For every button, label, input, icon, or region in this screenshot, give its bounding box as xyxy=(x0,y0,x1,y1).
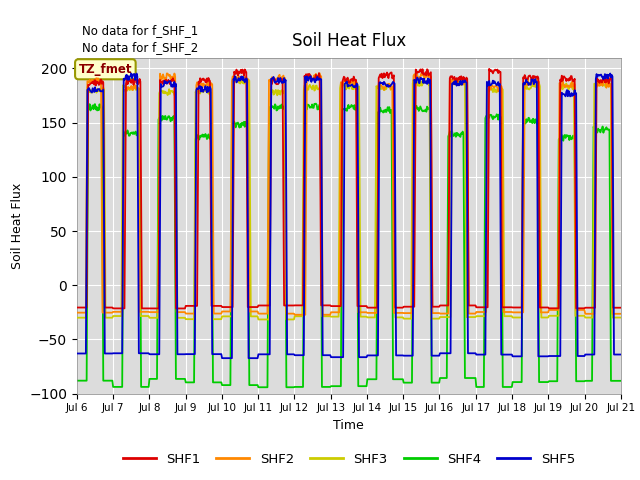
SHF1 xyxy=(83,305,90,311)
SHF1 xyxy=(431,304,439,310)
Line: SHF5: SHF5 xyxy=(77,73,621,358)
Line: SHF2: SHF2 xyxy=(77,73,621,315)
SHF5 xyxy=(617,352,625,358)
SHF4 xyxy=(312,101,320,107)
SHF5 xyxy=(417,75,424,81)
SHF1 xyxy=(195,79,202,84)
Title: Soil Heat Flux: Soil Heat Flux xyxy=(292,33,406,50)
SHF2 xyxy=(417,75,424,81)
SHF5 xyxy=(433,353,440,359)
SHF1 xyxy=(485,66,493,72)
SHF2 xyxy=(617,311,625,317)
SHF4 xyxy=(417,104,424,109)
SHF3 xyxy=(139,313,147,319)
SHF2 xyxy=(433,310,440,316)
SHF3 xyxy=(417,82,424,87)
Text: TZ_fmet: TZ_fmet xyxy=(79,63,132,76)
SHF3 xyxy=(617,315,625,321)
SHF3 xyxy=(83,201,90,206)
SHF3 xyxy=(255,317,262,323)
Line: SHF3: SHF3 xyxy=(77,78,621,320)
SHF1 xyxy=(73,305,81,311)
SHF3 xyxy=(232,75,239,81)
SHF4 xyxy=(139,384,147,390)
SHF4 xyxy=(433,380,440,385)
SHF2 xyxy=(194,80,202,86)
X-axis label: Time: Time xyxy=(333,419,364,432)
SHF4 xyxy=(223,382,230,388)
Y-axis label: Soil Heat Flux: Soil Heat Flux xyxy=(10,182,24,269)
SHF2 xyxy=(316,71,323,76)
SHF1 xyxy=(145,306,153,312)
SHF1 xyxy=(416,69,424,75)
SHF1 xyxy=(139,305,147,311)
SHF5 xyxy=(224,355,232,361)
SHF5 xyxy=(140,350,147,356)
SHF5 xyxy=(218,355,226,361)
SHF5 xyxy=(127,71,135,76)
SHF3 xyxy=(223,313,230,319)
SHF3 xyxy=(433,316,440,322)
SHF2 xyxy=(291,312,298,318)
Line: SHF4: SHF4 xyxy=(77,104,621,387)
SHF2 xyxy=(223,309,230,314)
SHF2 xyxy=(139,309,147,315)
Text: No data for f_SHF_2: No data for f_SHF_2 xyxy=(82,41,198,54)
SHF4 xyxy=(194,132,202,138)
SHF4 xyxy=(255,384,262,390)
SHF1 xyxy=(223,304,231,310)
SHF2 xyxy=(83,194,90,200)
SHF5 xyxy=(195,86,202,92)
SHF4 xyxy=(617,378,625,384)
SHF3 xyxy=(73,315,81,321)
Line: SHF1: SHF1 xyxy=(77,69,621,309)
SHF5 xyxy=(83,219,90,225)
Legend: SHF1, SHF2, SHF3, SHF4, SHF5: SHF1, SHF2, SHF3, SHF4, SHF5 xyxy=(117,447,580,471)
SHF5 xyxy=(73,350,81,356)
SHF1 xyxy=(617,305,625,311)
SHF3 xyxy=(194,88,202,94)
Text: No data for f_SHF_1: No data for f_SHF_1 xyxy=(82,24,198,37)
SHF4 xyxy=(83,378,90,384)
SHF2 xyxy=(73,310,81,315)
SHF4 xyxy=(73,378,81,384)
